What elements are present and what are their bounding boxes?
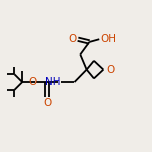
Text: O: O <box>69 34 77 44</box>
Text: O: O <box>43 98 51 108</box>
Text: O: O <box>106 65 114 75</box>
Text: O: O <box>28 77 36 87</box>
Text: OH: OH <box>100 34 116 44</box>
Text: NH: NH <box>45 77 61 87</box>
